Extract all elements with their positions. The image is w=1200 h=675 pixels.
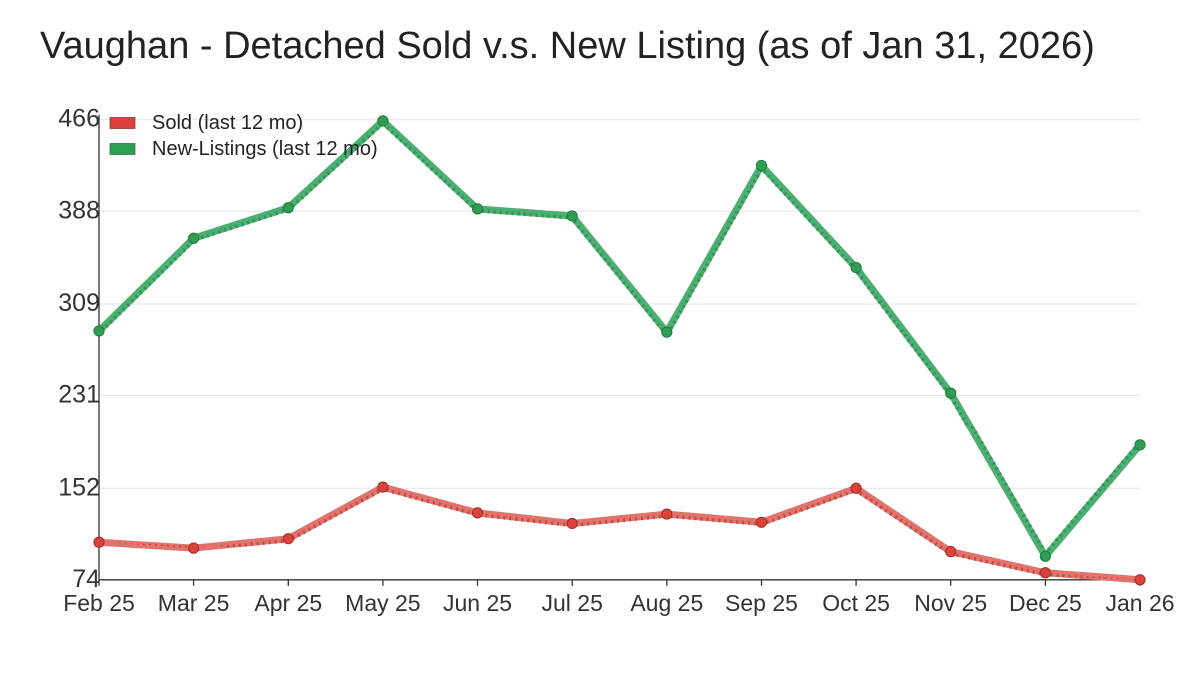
svg-text:309: 309 bbox=[58, 289, 100, 317]
svg-text:Aug 25: Aug 25 bbox=[630, 590, 703, 616]
svg-text:May 25: May 25 bbox=[345, 590, 420, 616]
svg-text:Sep 25: Sep 25 bbox=[725, 590, 798, 616]
svg-text:Feb 25: Feb 25 bbox=[63, 590, 135, 616]
svg-text:152: 152 bbox=[58, 473, 100, 501]
svg-text:Jan 26: Jan 26 bbox=[1105, 590, 1174, 616]
svg-text:Dec 25: Dec 25 bbox=[1009, 590, 1082, 616]
svg-text:74: 74 bbox=[72, 565, 100, 593]
svg-text:Nov 25: Nov 25 bbox=[914, 590, 987, 616]
svg-text:Apr 25: Apr 25 bbox=[254, 590, 322, 616]
svg-text:Mar 25: Mar 25 bbox=[158, 590, 230, 616]
svg-text:Jun 25: Jun 25 bbox=[443, 590, 512, 616]
svg-text:Jul 25: Jul 25 bbox=[542, 590, 603, 616]
svg-text:New-Listings (last 12 mo): New-Listings (last 12 mo) bbox=[152, 138, 378, 160]
svg-text:466: 466 bbox=[58, 105, 100, 133]
svg-text:Oct 25: Oct 25 bbox=[822, 590, 890, 616]
svg-text:388: 388 bbox=[58, 196, 100, 224]
svg-text:231: 231 bbox=[58, 381, 100, 409]
svg-text:Sold (last 12 mo): Sold (last 12 mo) bbox=[152, 112, 303, 134]
